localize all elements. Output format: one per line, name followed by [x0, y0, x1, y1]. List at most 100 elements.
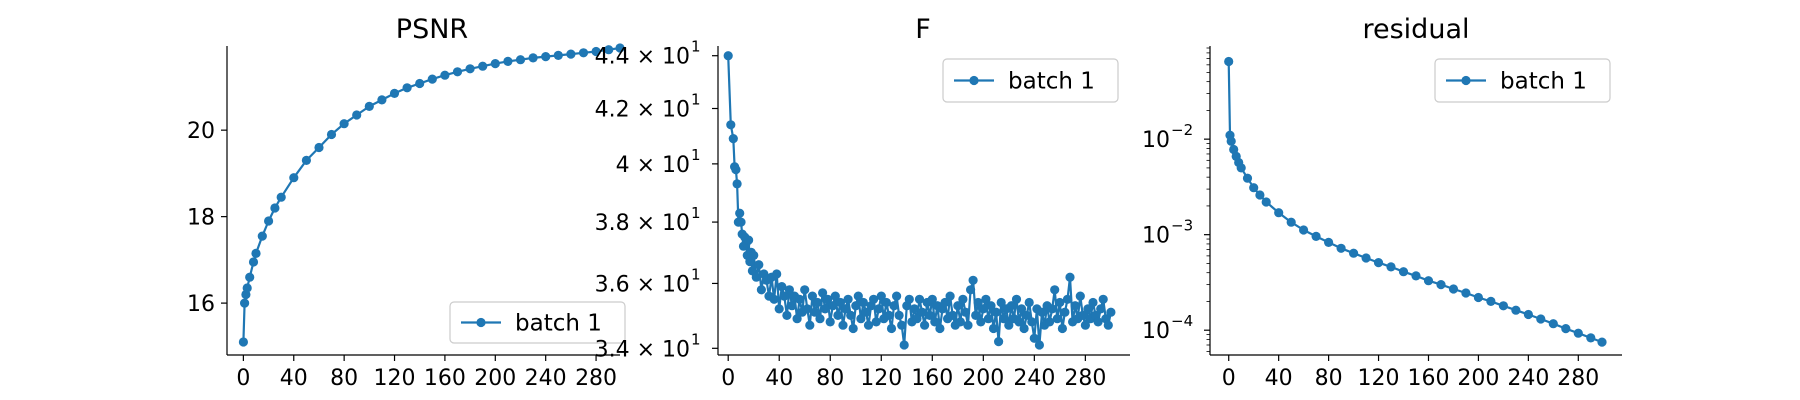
legend-marker-swatch	[1461, 75, 1471, 86]
data-point	[591, 46, 601, 57]
data-point	[242, 283, 252, 293]
data-point	[930, 317, 940, 327]
data-point	[772, 269, 782, 279]
data-point	[774, 304, 784, 314]
y-tick-label: 4.2 × 10	[595, 98, 690, 123]
data-point	[1255, 190, 1265, 200]
y-tick-exponent: 1	[691, 91, 701, 109]
legend: batch 1	[449, 301, 626, 344]
data-point	[736, 217, 746, 227]
series-line	[1227, 61, 1603, 344]
x-tick-label: 0	[1222, 366, 1236, 391]
data-point	[927, 294, 937, 304]
data-point	[604, 45, 614, 55]
y-tick-exponent: −2	[1171, 121, 1193, 139]
legend-frame	[1434, 58, 1611, 103]
data-point	[1011, 294, 1022, 304]
data-point	[853, 291, 863, 301]
data-point	[1052, 314, 1062, 324]
x-tick-label: 120	[860, 366, 902, 391]
data-point	[805, 320, 815, 330]
data-point	[815, 314, 825, 324]
data-point	[945, 291, 955, 301]
y-tick-exponent: 1	[691, 146, 701, 164]
legend-marker-swatch	[476, 317, 486, 328]
data-point	[991, 307, 1001, 317]
data-point	[861, 307, 871, 317]
data-point	[889, 301, 899, 311]
data-point	[615, 43, 625, 53]
data-point	[744, 235, 754, 245]
data-point	[966, 285, 976, 295]
data-point	[1047, 304, 1057, 314]
data-point	[1536, 314, 1546, 324]
data-point	[843, 294, 853, 304]
data-point	[245, 272, 255, 282]
data-point	[968, 275, 978, 285]
data-point	[1098, 294, 1108, 304]
data-point	[1286, 217, 1296, 227]
x-tick-label: 240	[1013, 366, 1055, 391]
data-point	[920, 320, 930, 330]
data-point	[1080, 320, 1090, 330]
data-point	[940, 297, 950, 308]
x-tick-label: 160	[1407, 366, 1449, 391]
data-point	[986, 301, 996, 311]
data-point	[869, 294, 879, 304]
data-point	[503, 56, 513, 66]
data-point	[1511, 305, 1521, 315]
data-point	[1004, 320, 1014, 330]
data-point	[874, 304, 884, 314]
y-tick-exponent: 1	[691, 204, 701, 222]
psnr-panel: PSNR 0 40 80 120 160 200 240 280 16 18 20 batch 1	[187, 14, 626, 391]
legend-label: batch 1	[515, 311, 602, 337]
data-point	[1336, 243, 1346, 253]
data-point	[894, 310, 904, 320]
data-point	[1349, 248, 1359, 258]
data-point	[326, 129, 337, 140]
data-point	[846, 310, 856, 320]
data-point	[1373, 258, 1384, 268]
data-point	[1022, 310, 1032, 320]
data-point	[1037, 307, 1047, 317]
data-point	[828, 301, 838, 311]
x-tick-label: 160	[911, 366, 953, 391]
data-point	[812, 297, 823, 308]
y-tick-exponent: −3	[1171, 217, 1193, 235]
data-point	[777, 282, 787, 292]
data-point	[1050, 285, 1060, 295]
data-point	[818, 288, 828, 298]
data-point	[402, 83, 412, 93]
data-point	[848, 323, 858, 334]
data-point	[955, 317, 966, 327]
data-point	[988, 323, 999, 334]
data-point	[1083, 304, 1093, 314]
data-point	[884, 310, 894, 320]
x-tick-label: 80	[330, 366, 358, 391]
data-point	[314, 142, 324, 153]
y-tick-label: 20	[187, 119, 215, 144]
data-point	[389, 88, 400, 98]
data-point	[751, 272, 761, 282]
data-point	[1226, 136, 1236, 146]
x-tick-label: 280	[1064, 366, 1106, 391]
data-point	[1055, 297, 1065, 308]
data-point	[1106, 307, 1116, 317]
data-point	[257, 231, 267, 241]
data-point	[909, 304, 920, 314]
data-point	[1261, 197, 1271, 207]
data-point	[996, 297, 1006, 308]
data-point	[1034, 340, 1044, 350]
data-point	[858, 297, 869, 308]
data-point	[541, 52, 551, 62]
x-tick-label: 80	[816, 366, 844, 391]
y-tick-exponent: 1	[691, 330, 701, 348]
data-point	[925, 310, 935, 320]
data-point	[835, 297, 846, 308]
data-point	[935, 323, 945, 334]
data-point	[1436, 280, 1446, 290]
data-point	[415, 78, 425, 89]
data-point	[1586, 333, 1596, 343]
